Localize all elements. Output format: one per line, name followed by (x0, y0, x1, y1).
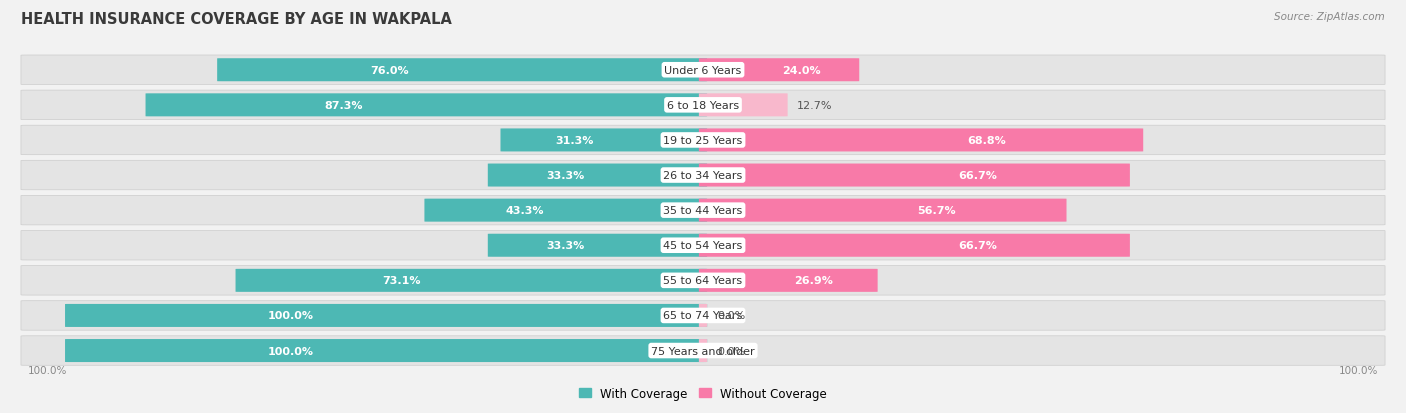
Text: 6 to 18 Years: 6 to 18 Years (666, 101, 740, 111)
Text: 24.0%: 24.0% (783, 66, 821, 76)
Text: 0.0%: 0.0% (717, 346, 745, 356)
FancyBboxPatch shape (21, 336, 1385, 366)
FancyBboxPatch shape (488, 234, 707, 257)
FancyBboxPatch shape (699, 129, 1143, 152)
FancyBboxPatch shape (21, 161, 1385, 190)
FancyBboxPatch shape (699, 164, 1130, 187)
FancyBboxPatch shape (21, 91, 1385, 120)
FancyBboxPatch shape (699, 339, 707, 362)
Text: HEALTH INSURANCE COVERAGE BY AGE IN WAKPALA: HEALTH INSURANCE COVERAGE BY AGE IN WAKP… (21, 12, 451, 27)
FancyBboxPatch shape (21, 196, 1385, 225)
FancyBboxPatch shape (21, 231, 1385, 260)
FancyBboxPatch shape (699, 199, 1067, 222)
Text: 100.0%: 100.0% (269, 311, 314, 320)
Text: 33.3%: 33.3% (547, 241, 585, 251)
Text: 75 Years and older: 75 Years and older (651, 346, 755, 356)
Text: 26.9%: 26.9% (794, 275, 834, 286)
Text: 56.7%: 56.7% (917, 206, 956, 216)
Text: 76.0%: 76.0% (371, 66, 409, 76)
FancyBboxPatch shape (146, 94, 707, 117)
Text: 100.0%: 100.0% (28, 366, 67, 375)
FancyBboxPatch shape (699, 234, 1130, 257)
Text: Under 6 Years: Under 6 Years (665, 66, 741, 76)
Text: 65 to 74 Years: 65 to 74 Years (664, 311, 742, 320)
FancyBboxPatch shape (217, 59, 707, 82)
FancyBboxPatch shape (65, 339, 707, 362)
FancyBboxPatch shape (699, 59, 859, 82)
Text: 66.7%: 66.7% (959, 171, 997, 180)
Text: 12.7%: 12.7% (797, 101, 832, 111)
Text: 26 to 34 Years: 26 to 34 Years (664, 171, 742, 180)
Text: 68.8%: 68.8% (967, 135, 1005, 146)
Text: 87.3%: 87.3% (325, 101, 363, 111)
FancyBboxPatch shape (699, 269, 877, 292)
Text: 66.7%: 66.7% (959, 241, 997, 251)
FancyBboxPatch shape (236, 269, 707, 292)
FancyBboxPatch shape (501, 129, 707, 152)
Text: 45 to 54 Years: 45 to 54 Years (664, 241, 742, 251)
Text: 19 to 25 Years: 19 to 25 Years (664, 135, 742, 146)
FancyBboxPatch shape (21, 301, 1385, 330)
Text: 100.0%: 100.0% (269, 346, 314, 356)
FancyBboxPatch shape (699, 94, 787, 117)
Legend: With Coverage, Without Coverage: With Coverage, Without Coverage (574, 382, 832, 404)
Text: 31.3%: 31.3% (555, 135, 593, 146)
FancyBboxPatch shape (488, 164, 707, 187)
FancyBboxPatch shape (699, 304, 707, 327)
Text: 35 to 44 Years: 35 to 44 Years (664, 206, 742, 216)
Text: 33.3%: 33.3% (547, 171, 585, 180)
FancyBboxPatch shape (21, 56, 1385, 85)
Text: Source: ZipAtlas.com: Source: ZipAtlas.com (1274, 12, 1385, 22)
FancyBboxPatch shape (425, 199, 707, 222)
Text: 43.3%: 43.3% (505, 206, 544, 216)
Text: 100.0%: 100.0% (1339, 366, 1378, 375)
Text: 73.1%: 73.1% (382, 275, 420, 286)
FancyBboxPatch shape (21, 126, 1385, 155)
FancyBboxPatch shape (21, 266, 1385, 295)
Text: 0.0%: 0.0% (717, 311, 745, 320)
Text: 55 to 64 Years: 55 to 64 Years (664, 275, 742, 286)
FancyBboxPatch shape (65, 304, 707, 327)
